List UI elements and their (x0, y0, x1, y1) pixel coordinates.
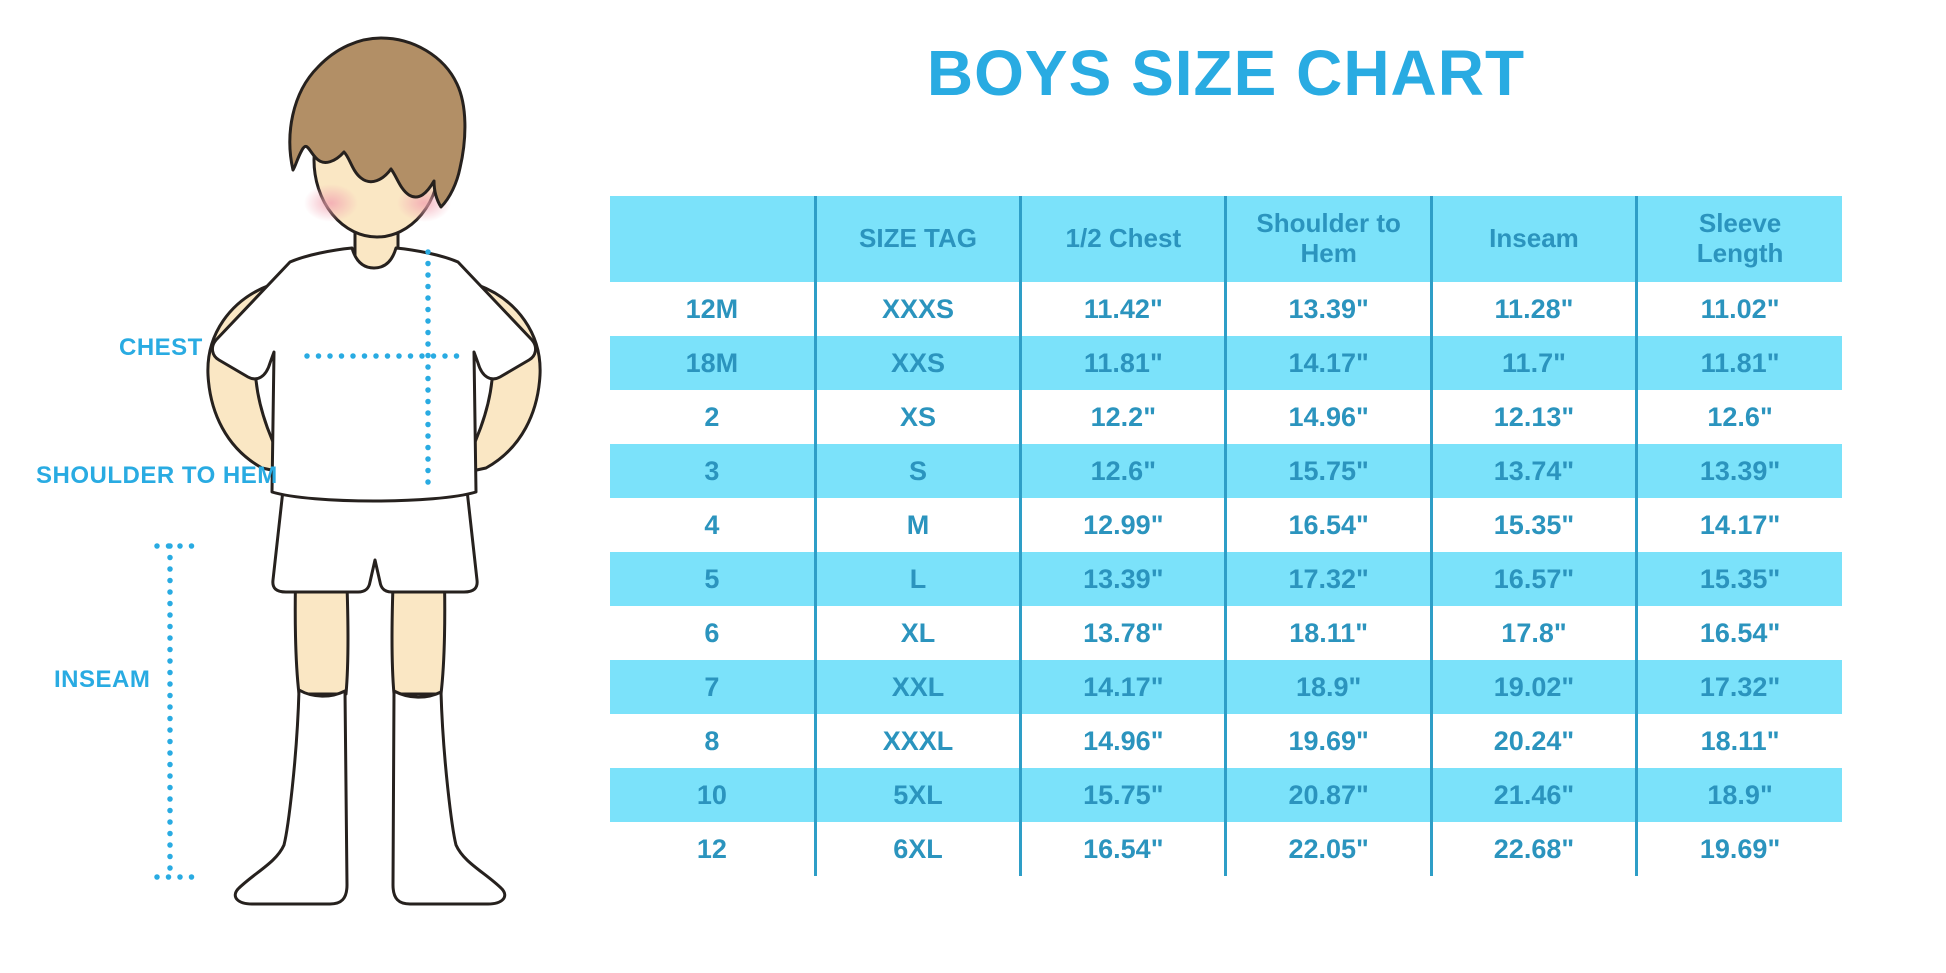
size-label-cell: 4 (610, 498, 816, 552)
measurement-cell: 20.87" (1224, 768, 1432, 822)
table-header-row: SIZE TAG 1/2 Chest Shoulder to Hem Inseam Sl… (610, 196, 1842, 282)
boy-left-sock (233, 688, 349, 906)
size-label-cell: 12 (610, 822, 816, 876)
measurement-cell: 12.6" (1635, 390, 1842, 444)
measurement-cell: 14.96" (1019, 714, 1226, 768)
measurement-cell: L (813, 552, 1021, 606)
measurement-cell: 6XL (813, 822, 1021, 876)
table-row: 10 5XL 15.75" 20.87" 21.46" 18.9" (610, 768, 1842, 822)
measurement-cell: 11.28" (1429, 282, 1637, 336)
measurement-cell: 11.42" (1019, 282, 1226, 336)
page-title: BOYS SIZE CHART (926, 37, 1526, 109)
measurement-cell: 12.99" (1019, 498, 1226, 552)
measurement-cell: 17.32" (1635, 660, 1842, 714)
measurement-cell: 17.8" (1429, 606, 1637, 660)
measurement-cell: 19.02" (1429, 660, 1637, 714)
column-header: Inseam (1429, 196, 1637, 282)
table-row: 18M XXS 11.81" 14.17" 11.7" 11.81" (610, 336, 1842, 390)
measurement-cell: XXL (813, 660, 1021, 714)
measurement-cell: 16.54" (1019, 822, 1226, 876)
measurement-cell: 14.96" (1224, 390, 1432, 444)
table-row: 7 XXL 14.17" 18.9" 19.02" 17.32" (610, 660, 1842, 714)
measurement-cell: 11.81" (1019, 336, 1226, 390)
measurement-cell: 22.68" (1429, 822, 1637, 876)
measurement-cell: 20.24" (1429, 714, 1637, 768)
measurement-cell: 14.17" (1224, 336, 1432, 390)
measurement-cell: 18.9" (1224, 660, 1432, 714)
measurement-cell: 13.74" (1429, 444, 1637, 498)
table-row: 6 XL 13.78" 18.11" 17.8" 16.54" (610, 606, 1842, 660)
measurement-cell: XXXL (813, 714, 1021, 768)
measurement-cell: 14.17" (1019, 660, 1226, 714)
boy-illustration (154, 36, 542, 906)
size-label-cell: 2 (610, 390, 816, 444)
measurement-cell: 22.05" (1224, 822, 1432, 876)
size-label-cell: 10 (610, 768, 816, 822)
measurement-cell: 15.75" (1224, 444, 1432, 498)
measurement-cell: 12.13" (1429, 390, 1637, 444)
measurement-cell: 13.39" (1635, 444, 1842, 498)
measurement-cell: XXXS (813, 282, 1021, 336)
measurement-lines (154, 249, 467, 880)
size-label-cell: 5 (610, 552, 816, 606)
column-header: Sleeve Length (1635, 196, 1842, 282)
boy-blush-left-icon (304, 184, 358, 222)
measurement-cell: 17.32" (1224, 552, 1432, 606)
measurement-cell: 18.11" (1224, 606, 1432, 660)
column-header (610, 196, 816, 282)
chest-label: CHEST (119, 334, 203, 361)
shoulder-to-hem-label: SHOULDER TO HEM (36, 462, 278, 489)
measurement-cell: 19.69" (1224, 714, 1432, 768)
table-row: 4 M 12.99" 16.54" 15.35" 14.17" (610, 498, 1842, 552)
measurement-cell: 16.54" (1224, 498, 1432, 552)
table-row: 12 6XL 16.54" 22.05" 22.68" 19.69" (610, 822, 1842, 876)
measurement-cell: 21.46" (1429, 768, 1637, 822)
measurement-cell: 19.69" (1635, 822, 1842, 876)
measurement-cell: 15.35" (1635, 552, 1842, 606)
measurement-cell: 14.17" (1635, 498, 1842, 552)
table-body: 12M XXXS 11.42" 13.39" 11.28" 11.02" 18M XXS 11.… (610, 282, 1842, 876)
table-row: 8 XXXL 14.96" 19.69" 20.24" 18.11" (610, 714, 1842, 768)
table-head: SIZE TAG 1/2 Chest Shoulder to Hem Inseam Sl… (610, 196, 1842, 282)
measurement-cell: XXS (813, 336, 1021, 390)
measurement-cell: 13.78" (1019, 606, 1226, 660)
measurement-cell: 18.11" (1635, 714, 1842, 768)
measurement-cell: 12.6" (1019, 444, 1226, 498)
measurement-cell: 16.54" (1635, 606, 1842, 660)
measurement-cell: 5XL (813, 768, 1021, 822)
measurement-cell: M (813, 498, 1021, 552)
size-label-cell: 12M (610, 282, 816, 336)
measurement-cell: XS (813, 390, 1021, 444)
measurement-cell: S (813, 444, 1021, 498)
boy-hair (288, 36, 467, 209)
table-row: 12M XXXS 11.42" 13.39" 11.28" 11.02" (610, 282, 1842, 336)
size-table: SIZE TAG 1/2 Chest Shoulder to Hem Inseam Sl… (610, 196, 1842, 876)
measurement-cell: 12.2" (1019, 390, 1226, 444)
measurement-cell: 16.57" (1429, 552, 1637, 606)
measurement-cell: XL (813, 606, 1021, 660)
boy-right-sock (391, 689, 507, 906)
size-label-cell: 7 (610, 660, 816, 714)
measurement-cell: 11.7" (1429, 336, 1637, 390)
table-row: 2 XS 12.2" 14.96" 12.13" 12.6" (610, 390, 1842, 444)
size-label-cell: 3 (610, 444, 816, 498)
column-header: Shoulder to Hem (1224, 196, 1432, 282)
measurement-cell: 13.39" (1224, 282, 1432, 336)
column-header: SIZE TAG (813, 196, 1021, 282)
measurement-cell: 11.81" (1635, 336, 1842, 390)
measurement-cell: 11.02" (1635, 282, 1842, 336)
boy-shirt (210, 246, 538, 503)
measurement-cell: 15.75" (1019, 768, 1226, 822)
measurement-cell: 18.9" (1635, 768, 1842, 822)
size-label-cell: 18M (610, 336, 816, 390)
inseam-label: INSEAM (54, 666, 151, 693)
measurement-cell: 15.35" (1429, 498, 1637, 552)
table-row: 5 L 13.39" 17.32" 16.57" 15.35" (610, 552, 1842, 606)
measurement-cell: 13.39" (1019, 552, 1226, 606)
size-label-cell: 6 (610, 606, 816, 660)
column-header: 1/2 Chest (1019, 196, 1226, 282)
table-row: 3 S 12.6" 15.75" 13.74" 13.39" (610, 444, 1842, 498)
size-label-cell: 8 (610, 714, 816, 768)
